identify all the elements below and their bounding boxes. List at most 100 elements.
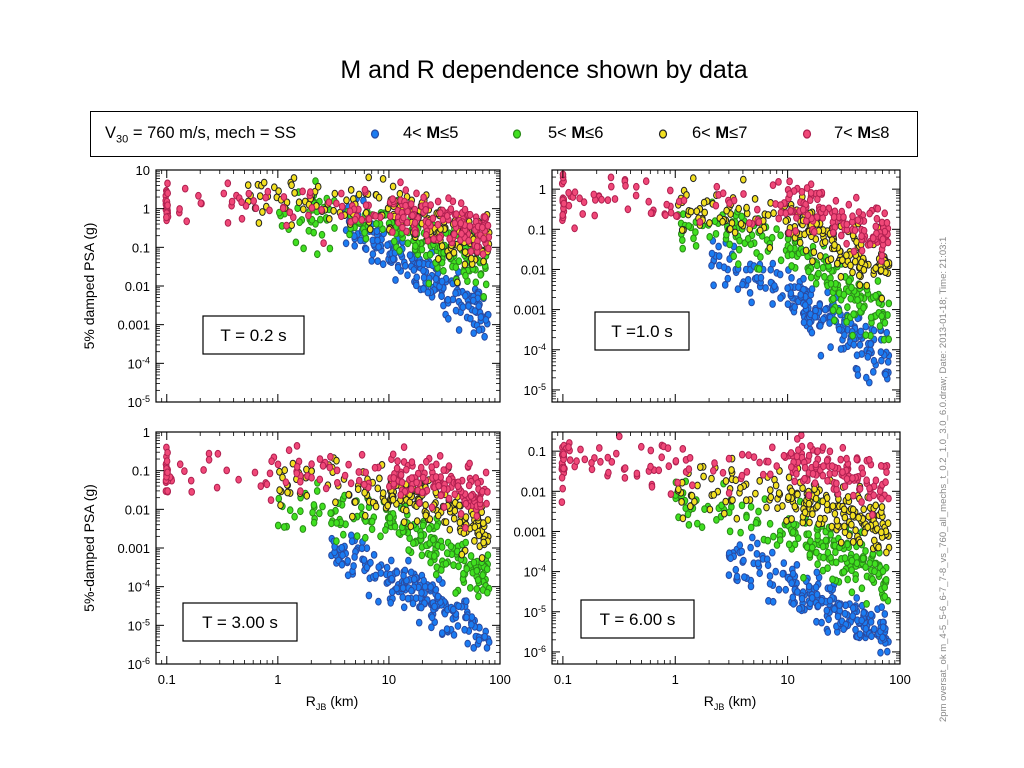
data-point [400, 571, 407, 580]
data-point [884, 358, 892, 366]
data-point [766, 579, 774, 588]
data-point [672, 457, 680, 465]
data-point [280, 193, 288, 201]
data-point [285, 446, 293, 455]
data-point [413, 517, 421, 525]
data-point [244, 181, 252, 190]
data-point [875, 543, 882, 552]
data-point [829, 575, 836, 584]
data-point [697, 463, 704, 472]
data-point [773, 225, 780, 234]
data-point [422, 501, 429, 509]
data-point [560, 464, 567, 473]
y-tick-label: 0.1 [132, 240, 150, 255]
data-point [720, 263, 728, 272]
data-point [663, 200, 671, 209]
data-point [860, 609, 868, 617]
x-tick-label: 0.1 [158, 672, 176, 687]
data-point [429, 535, 437, 544]
data-point [787, 244, 794, 253]
data-point [674, 478, 681, 487]
data-point [878, 251, 886, 260]
data-point [810, 248, 818, 257]
data-point [446, 525, 454, 534]
data-point [405, 556, 412, 565]
x-tick-label: 0.1 [554, 672, 572, 687]
data-point [747, 543, 754, 552]
data-point [445, 494, 453, 503]
data-point [451, 219, 459, 228]
data-point [463, 565, 471, 573]
data-point [739, 280, 746, 289]
data-point [819, 443, 827, 452]
data-point [326, 463, 334, 472]
data-point [388, 588, 396, 596]
data-point [597, 457, 604, 466]
x-axis-label: RJB (km) [306, 693, 359, 712]
data-point [361, 228, 368, 237]
legend-marker-shape [658, 129, 668, 139]
data-point [419, 521, 427, 530]
data-point [465, 481, 473, 490]
data-point [870, 491, 878, 500]
data-point [389, 182, 397, 191]
data-point [480, 234, 487, 243]
data-point [806, 550, 814, 559]
data-point [418, 245, 426, 254]
data-point [864, 353, 872, 361]
data-point [860, 303, 867, 312]
y-tick-label: 10-4 [524, 342, 546, 358]
data-point [482, 468, 490, 477]
data-point [679, 244, 687, 253]
data-point [454, 482, 462, 491]
data-point [466, 222, 474, 231]
data-point [338, 543, 346, 552]
data-point [850, 340, 858, 349]
y-axis-label: 5% damped PSA (g) [81, 223, 97, 350]
data-point [393, 584, 401, 593]
data-point [409, 211, 416, 220]
data-point [452, 263, 460, 272]
data-point [350, 562, 357, 570]
data-point [402, 261, 409, 270]
data-point [881, 209, 889, 218]
data-point [465, 236, 472, 245]
y-tick-label: 1 [143, 202, 150, 217]
data-point [566, 456, 574, 465]
data-point [802, 246, 810, 255]
data-point [678, 226, 686, 234]
data-point [238, 198, 245, 207]
data-point [807, 442, 814, 450]
data-point [871, 536, 878, 545]
data-point [424, 288, 432, 297]
data-point [255, 219, 263, 227]
data-point [800, 573, 807, 582]
data-point [558, 498, 566, 507]
data-point [427, 201, 435, 210]
data-point [866, 240, 874, 249]
data-point [855, 513, 862, 522]
data-point [822, 305, 829, 314]
data-point [484, 551, 492, 559]
data-point [837, 272, 845, 281]
data-point [853, 193, 860, 202]
data-point [361, 480, 368, 489]
data-point [351, 241, 359, 250]
data-point [480, 257, 487, 266]
data-point [690, 234, 697, 243]
data-point [822, 536, 830, 545]
data-point [754, 559, 762, 568]
data-point [803, 184, 811, 192]
data-point [840, 505, 848, 514]
data-point [333, 466, 341, 475]
data-point [876, 322, 884, 331]
data-point [297, 507, 304, 516]
data-point [752, 489, 759, 498]
data-point [740, 556, 747, 565]
data-point [726, 527, 734, 536]
data-point [722, 497, 730, 506]
data-point [819, 471, 827, 480]
data-point [438, 566, 445, 574]
data-point [748, 298, 755, 307]
x-tick-label: 100 [889, 672, 911, 687]
